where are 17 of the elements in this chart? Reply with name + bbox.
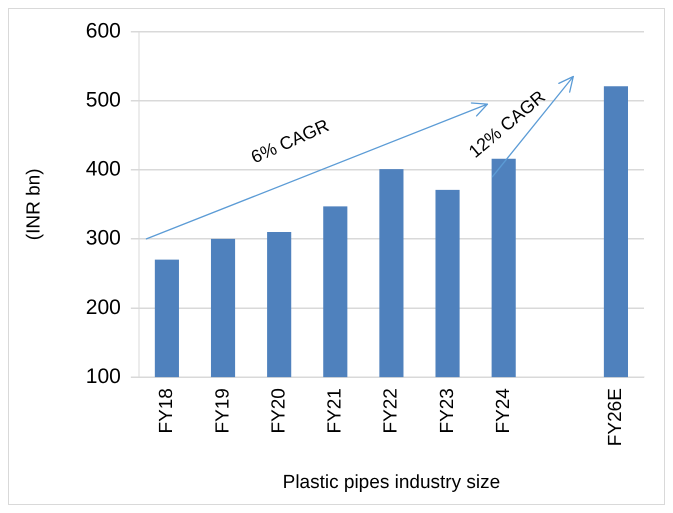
x-tick-label: FY22 bbox=[380, 388, 402, 434]
x-tick-label: FY23 bbox=[436, 388, 458, 434]
y-tick-label: 400 bbox=[86, 158, 121, 181]
x-tick-label: FY24 bbox=[492, 388, 514, 434]
x-tick-label: FY20 bbox=[268, 388, 290, 434]
y-tick-label: 500 bbox=[86, 88, 121, 112]
x-tick-label: FY19 bbox=[212, 388, 234, 434]
y-axis-title: (INR bn) bbox=[24, 168, 45, 240]
x-tick-label: FY18 bbox=[156, 388, 178, 434]
x-axis-title: Plastic pipes industry size bbox=[282, 472, 500, 493]
x-tick-label: FY26E bbox=[605, 388, 626, 446]
y-tick-label: 200 bbox=[86, 296, 121, 319]
x-tick-label: FY21 bbox=[324, 388, 346, 434]
y-tick-label: 300 bbox=[86, 226, 121, 250]
annotation: 6% CAGR bbox=[248, 115, 332, 168]
y-tick-label: 600 bbox=[86, 19, 121, 42]
y-tick-label: 100 bbox=[86, 364, 121, 388]
